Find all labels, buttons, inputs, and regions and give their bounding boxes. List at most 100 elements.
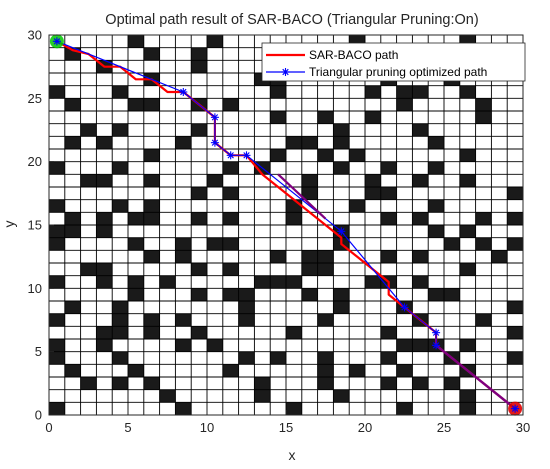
obstacle-cell: [112, 199, 129, 213]
obstacle-cell: [301, 174, 318, 188]
obstacle-cell: [396, 402, 413, 416]
goal-point: [511, 404, 520, 413]
obstacle-cell: [96, 339, 113, 352]
obstacle-cell: [333, 288, 350, 302]
obstacle-cell: [475, 313, 492, 327]
obstacle-cell: [191, 288, 208, 302]
obstacle-cell: [365, 275, 381, 289]
legend-entry-sarbaco: SAR-BACO path: [309, 48, 398, 62]
obstacle-cell: [49, 225, 65, 238]
obstacle-cell: [459, 174, 476, 188]
pruned-point: [210, 138, 219, 147]
obstacle-cell: [143, 174, 160, 188]
obstacle-cell: [159, 389, 176, 403]
obstacle-cell: [349, 149, 366, 162]
obstacle-cell: [112, 351, 129, 365]
obstacle-cell: [365, 85, 381, 99]
pruned-point: [432, 341, 441, 350]
obstacle-cell: [96, 136, 113, 150]
obstacle-cell: [412, 123, 429, 137]
series-overlap: [277, 173, 327, 220]
pruned-point: [400, 303, 409, 312]
obstacle-cell: [301, 250, 318, 264]
obstacle-cell: [270, 250, 287, 264]
obstacle-cell: [159, 275, 176, 289]
y-tick-label: 20: [28, 154, 42, 169]
obstacle-cell: [286, 326, 302, 340]
obstacle-cell: [459, 149, 476, 162]
obstacle-cell: [270, 111, 287, 124]
obstacle-cell: [191, 47, 208, 61]
obstacle-cell: [380, 351, 397, 365]
x-tick-label: 20: [358, 420, 372, 435]
obstacle-cell: [96, 326, 113, 340]
obstacle-cell: [64, 301, 81, 314]
legend-star-marker: [281, 68, 290, 76]
obstacle-cell: [96, 263, 113, 276]
obstacle-cell: [49, 351, 65, 365]
obstacle-cell: [49, 402, 65, 416]
obstacle-cell: [128, 98, 144, 112]
obstacle-cell: [175, 339, 192, 352]
obstacle-cell: [301, 288, 318, 302]
obstacle-cell: [428, 136, 445, 150]
obstacle-cell: [254, 389, 271, 403]
obstacle-cell: [254, 275, 271, 289]
obstacle-cell: [64, 98, 81, 112]
obstacle-cell: [191, 326, 208, 340]
obstacle-cell: [112, 377, 129, 390]
x-axis-label: x: [289, 447, 296, 463]
obstacle-cell: [207, 237, 223, 251]
obstacle-cell: [286, 402, 302, 416]
obstacle-cell: [128, 212, 144, 226]
obstacle-cell: [270, 275, 287, 289]
obstacle-cell: [333, 136, 350, 150]
obstacle-cell: [175, 250, 192, 264]
obstacle-cell: [207, 35, 223, 48]
obstacle-cell: [412, 174, 429, 188]
obstacle-cell: [238, 288, 255, 302]
obstacle-cell: [317, 313, 334, 327]
obstacle-cell: [380, 377, 397, 390]
obstacle-cell: [112, 313, 129, 327]
obstacle-cell: [191, 212, 208, 226]
legend: SAR-BACO path Triangular pruning optimiz…: [261, 42, 526, 82]
obstacle-cell: [444, 288, 460, 302]
obstacle-cell: [444, 237, 460, 251]
obstacle-cell: [365, 174, 381, 188]
obstacle-cell: [412, 377, 429, 390]
obstacle-cell: [143, 149, 160, 162]
obstacle-cell: [428, 199, 445, 213]
obstacle-cell: [222, 98, 239, 112]
obstacle-cell: [222, 161, 239, 175]
obstacle-cell: [428, 288, 445, 302]
pruned-point: [210, 113, 219, 122]
obstacle-cell: [49, 313, 65, 327]
obstacle-cell: [507, 237, 524, 251]
obstacle-cell: [412, 339, 429, 352]
obstacle-cell: [80, 123, 97, 137]
obstacle-cell: [238, 313, 255, 327]
axes: 0 5 10 15 20 25 30 0 5 10 15 20 25 30: [28, 28, 531, 436]
obstacle-cell: [317, 250, 334, 264]
obstacle-cell: [143, 98, 160, 112]
obstacle-cell: [396, 98, 413, 112]
obstacle-cell: [49, 275, 65, 289]
obstacle-cell: [286, 136, 302, 150]
obstacle-cell: [96, 275, 113, 289]
obstacle-cell: [49, 199, 65, 213]
obstacle-cell: [64, 225, 81, 238]
obstacle-cell: [112, 123, 129, 137]
obstacle-cell: [270, 351, 287, 365]
pruned-point: [179, 88, 188, 96]
obstacle-cell: [317, 263, 334, 276]
obstacle-cell: [380, 250, 397, 264]
obstacle-cell: [459, 225, 476, 238]
obstacle-cell: [175, 237, 192, 251]
obstacle-cell: [191, 123, 208, 137]
obstacle-cell: [507, 212, 524, 226]
obstacle-cell: [80, 263, 97, 276]
obstacle-cell: [191, 263, 208, 276]
obstacle-cell: [333, 389, 350, 403]
